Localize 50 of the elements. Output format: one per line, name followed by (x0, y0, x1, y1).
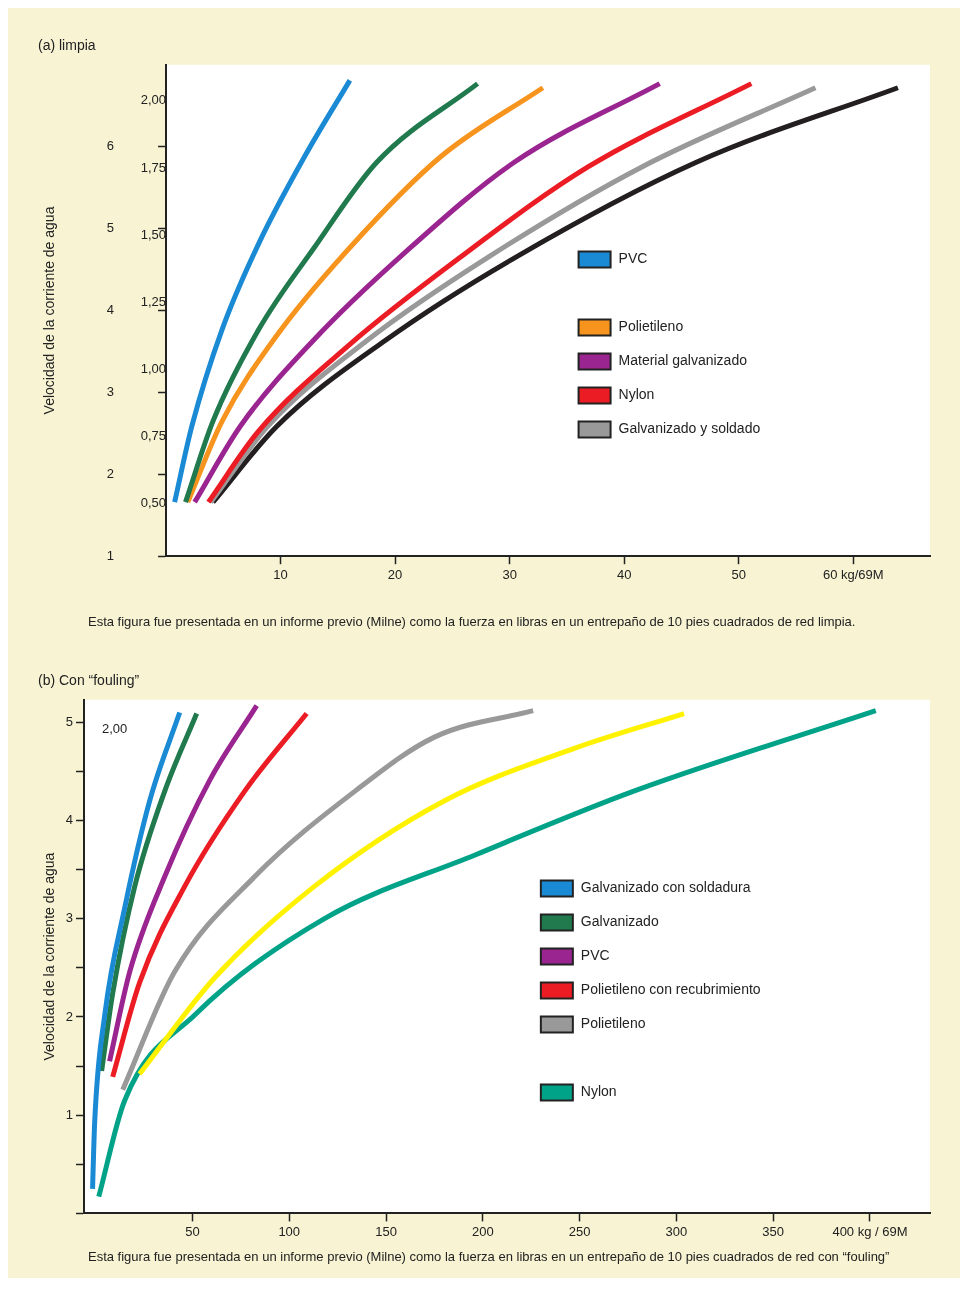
x-tick-label: 10 (273, 566, 288, 582)
x-tick-label: 60 kg/69M (822, 566, 884, 582)
y-tick-label: 2 (106, 465, 115, 481)
y2-tick-label: 1,75 (140, 159, 167, 175)
y-tick-label: 4 (65, 812, 74, 828)
x-tick-label: 350 (762, 1223, 785, 1239)
y-tick-label: 4 (106, 302, 115, 318)
y2-tick-label: 0,75 (140, 428, 167, 444)
x-tick-label: 300 (665, 1223, 688, 1239)
y2-tick-label: 1,00 (140, 361, 167, 377)
y-tick-label: 2 (65, 1008, 74, 1024)
x-tick-label: 50 (731, 566, 746, 582)
chart-title: (a) limpia (38, 37, 96, 54)
legend-label: PVC (618, 250, 648, 267)
y-tick-label: 6 (106, 138, 115, 154)
y2-tick-label: 0,50 (140, 495, 167, 511)
y-tick-label: 1 (106, 547, 115, 563)
x-tick-label: 30 (502, 566, 517, 582)
chart-title: (b) Con “fouling” (38, 672, 140, 689)
x-tick-label: 250 (568, 1223, 591, 1239)
x-tick-label: 40 (616, 566, 632, 582)
y-tick-label: 1 (65, 1106, 74, 1122)
legend-label: Nylon (618, 386, 655, 403)
y-axis-title: Velocidad de la corriente de agua (41, 852, 58, 1061)
x-tick-label: 200 (471, 1223, 494, 1239)
x-tick-label: 50 (185, 1223, 200, 1239)
x-tick-label: 150 (375, 1223, 397, 1239)
x-tick-label: 20 (387, 566, 403, 582)
y2-tick-label: 2,00 (140, 92, 167, 108)
legend-label: Polietileno con recubrimiento (580, 981, 761, 998)
legend-label: Nylon (580, 1083, 617, 1100)
y-tick-label: 3 (106, 383, 115, 399)
legend-label: Polietileno (618, 318, 684, 335)
y-axis-title: Velocidad de la corriente de agua (41, 206, 58, 415)
legend-label: Polietileno (580, 1015, 646, 1032)
y-tick-label: 5 (65, 713, 74, 729)
legend-label: Galvanizado (580, 913, 659, 930)
y2-tick-label: 1,25 (140, 293, 167, 309)
x-tick-label: 400 kg / 69M (832, 1223, 908, 1239)
y-tick-label: 5 (106, 220, 115, 236)
annotation: 2,00 (102, 721, 128, 737)
x-tick-label: 100 (278, 1223, 301, 1239)
legend-label: PVC (580, 947, 610, 964)
y2-tick-label: 1,50 (140, 226, 167, 242)
y-tick-label: 3 (65, 910, 74, 926)
text: Esta figura fue presentada en un informe previo (Milne) como la fuerza en libras en un entrepaño de 10 pies cuadrados de red con “fouling” (87, 1248, 891, 1264)
legend-label: Material galvanizado (618, 352, 748, 369)
text: Esta figura fue presentada en un informe previo (Milne) como la fuerza en libras en un entrepaño de 10 pies cuadrados de red limpia. (87, 613, 857, 629)
legend-label: Galvanizado y soldado (618, 420, 761, 437)
legend-label: Galvanizado con soldadura (580, 879, 751, 896)
